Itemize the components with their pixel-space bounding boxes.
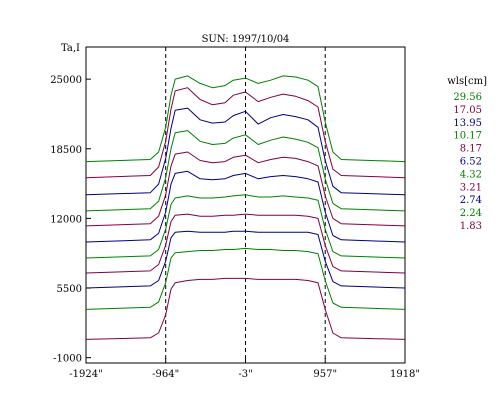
y-tick-label: 12000 xyxy=(50,214,82,225)
legend: 29.56 17.05 13.95 10.17 8.17 6.524.32 3.21 2.74… xyxy=(453,92,482,232)
x-tick-label: -1924" xyxy=(69,369,102,380)
chart-title: SUN: 1997/10/04 xyxy=(202,34,290,45)
series-line xyxy=(85,130,406,212)
x-axis-ticks: -1924" -964" -3" 957" 1918" xyxy=(69,358,420,380)
series-line xyxy=(85,151,406,227)
legend-entry: 1.83 xyxy=(460,221,482,232)
legend-entry: 17.05 xyxy=(453,105,482,116)
y-tick-label: 5500 xyxy=(57,284,82,295)
series-line xyxy=(85,277,406,340)
series-line xyxy=(85,213,406,274)
legend-entry: 13.95 xyxy=(453,118,482,129)
series-line xyxy=(85,247,406,310)
legend-title: wls[cm] xyxy=(447,76,487,87)
legend-entry: 3.21 xyxy=(460,182,482,193)
legend-entry: 29.56 xyxy=(453,92,482,103)
legend-entry: 2.74 xyxy=(460,195,482,206)
y-axis-label: Ta,I xyxy=(61,43,80,54)
legend-entry: 8.17 xyxy=(460,144,482,155)
series-line xyxy=(85,194,406,259)
series-line xyxy=(85,230,406,289)
legend-entry: 6.52 xyxy=(460,157,482,168)
legend-entry: 4.32 xyxy=(460,169,482,180)
x-tick-label: -964" xyxy=(152,369,179,380)
series-line xyxy=(85,170,406,243)
y-tick-label: -1000 xyxy=(53,354,82,365)
series-lines xyxy=(85,75,406,340)
x-tick-label: 1918" xyxy=(390,369,420,380)
y-tick-label: 18500 xyxy=(50,145,82,156)
y-tick-label: 25000 xyxy=(50,75,82,86)
series-line xyxy=(85,75,406,163)
legend-entry: 2.24 xyxy=(460,208,482,219)
legend-entry: 10.17 xyxy=(453,131,482,142)
series-line xyxy=(85,87,406,179)
x-tick-label: -3" xyxy=(238,369,252,380)
y-axis-ticks: -1000 5500 12000 18500 25000 xyxy=(50,75,91,365)
dashed-reference-lines xyxy=(165,47,326,363)
x-tick-label: 957" xyxy=(313,369,337,380)
series-line xyxy=(85,107,406,196)
